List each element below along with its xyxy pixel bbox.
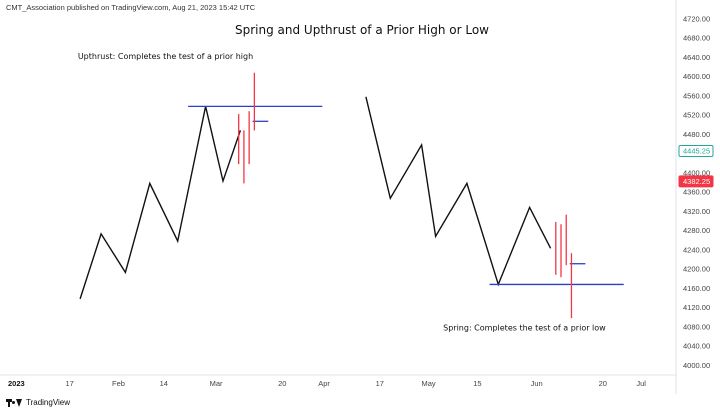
y-tick-label: 4120.00 (683, 303, 710, 312)
spring-annotation: Spring: Completes the test of a prior lo… (443, 324, 606, 333)
y-tick-label: 4400.00 (683, 168, 710, 177)
price-badge-label-2: 4382.25 (683, 177, 710, 186)
y-tick-label: 4280.00 (683, 226, 710, 235)
x-tick-label: 20 (278, 379, 286, 388)
y-tick-label: 4160.00 (683, 284, 710, 293)
chart-title: Spring and Upthrust of a Prior High or L… (235, 23, 489, 37)
price-badge-label-1: 4445.25 (683, 147, 710, 156)
x-tick-label: 20 (599, 379, 607, 388)
y-tick-label: 4720.00 (683, 14, 710, 23)
x-tick-label: Jun (531, 379, 543, 388)
x-tick-label: 15 (473, 379, 481, 388)
price-badge-1 (678, 145, 714, 158)
footer: TradingView (6, 398, 70, 407)
x-tick-label: 17 (66, 379, 74, 388)
x-tick-label: Mar (210, 379, 223, 388)
price-badge-2 (678, 175, 714, 188)
upthrust-annotation: Upthrust: Completes the test of a prior … (78, 52, 253, 61)
publisher-header: CMT_Association published on TradingView… (6, 3, 256, 12)
tradingview-logo-icon (6, 398, 22, 407)
y-tick-label: 4000.00 (683, 361, 710, 370)
x-tick-label: Feb (112, 379, 125, 388)
x-tick-label: May (422, 379, 436, 388)
y-tick-label: 4320.00 (683, 207, 710, 216)
x-tick-label: 2023 (8, 379, 25, 388)
plot-layer (79, 72, 624, 319)
x-tick-label: Apr (318, 379, 330, 388)
y-tick-label: 4240.00 (683, 245, 710, 254)
price-line-2 (365, 96, 552, 287)
y-tick-label: 4040.00 (683, 342, 710, 351)
y-tick-label: 4080.00 (683, 322, 710, 331)
x-tick-label: 17 (376, 379, 384, 388)
price-line-1 (79, 106, 242, 300)
y-tick-label: 4680.00 (683, 34, 710, 43)
price-axis[interactable]: 4000.00 4040.00 4080.00 4120.00 4160.00 4200.… (675, 0, 710, 394)
time-axis[interactable]: 2023 17 Feb 14 Mar 20 Apr 17 May 15 Jun 20 Jul (0, 374, 676, 388)
y-tick-label: 4640.00 (683, 53, 710, 62)
y-tick-label: 4480.00 (683, 130, 710, 139)
x-tick-label: Jul (636, 379, 646, 388)
y-tick-label: 4520.00 (683, 111, 710, 120)
price-badges: 4445.25 4382.25 (678, 145, 714, 188)
y-tick-label: 4600.00 (683, 72, 710, 81)
y-tick-label: 4360.00 (683, 188, 710, 197)
y-tick-label: 4560.00 (683, 91, 710, 100)
x-tick-label: 14 (160, 379, 168, 388)
footer-brand: TradingView (26, 398, 71, 407)
y-tick-label: 4200.00 (683, 265, 710, 274)
